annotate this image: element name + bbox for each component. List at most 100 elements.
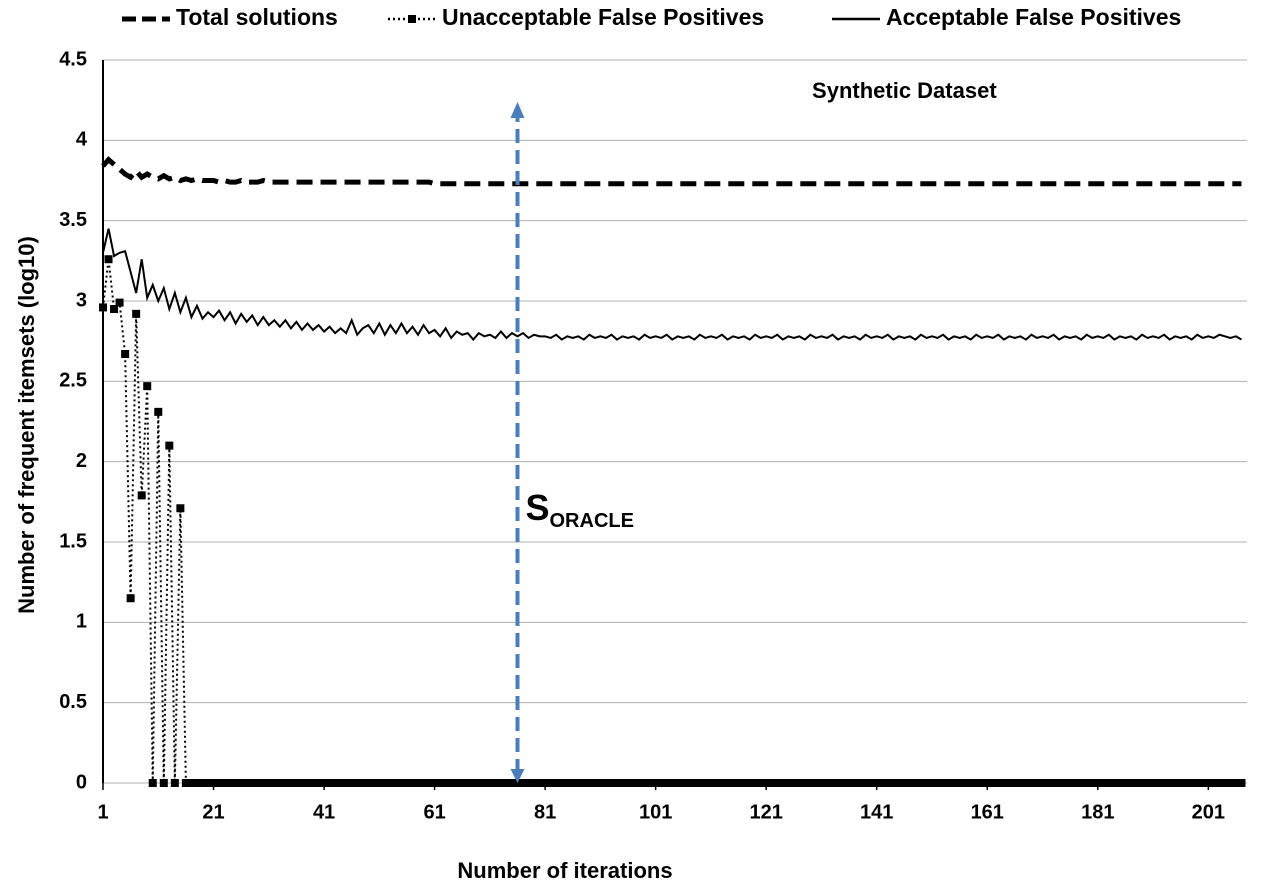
y-tick-label: 3	[76, 289, 87, 311]
marker	[192, 779, 201, 787]
marker	[546, 779, 555, 787]
marker	[314, 779, 323, 787]
marker	[485, 779, 494, 787]
marker	[795, 779, 804, 787]
marker	[226, 779, 235, 787]
x-tick-label: 141	[860, 801, 893, 823]
marker	[1099, 779, 1108, 787]
marker	[1187, 779, 1196, 787]
marker	[430, 779, 439, 787]
marker	[1126, 779, 1135, 787]
marker	[181, 779, 190, 787]
marker	[955, 779, 964, 787]
marker	[1032, 779, 1041, 787]
marker	[552, 779, 561, 787]
marker	[778, 779, 787, 787]
y-tick-label: 1.5	[59, 530, 87, 552]
marker	[132, 309, 141, 318]
marker	[1005, 779, 1014, 787]
marker	[253, 779, 262, 787]
marker	[607, 779, 616, 787]
marker	[701, 779, 710, 787]
x-tick-label: 121	[750, 801, 783, 823]
marker	[773, 779, 782, 787]
marker	[883, 779, 892, 787]
marker	[159, 779, 168, 787]
marker	[447, 779, 456, 787]
marker	[983, 779, 992, 787]
marker	[961, 779, 970, 787]
marker	[121, 350, 130, 359]
marker	[1137, 779, 1146, 787]
marker	[684, 779, 693, 787]
marker	[187, 779, 196, 787]
marker	[198, 779, 207, 787]
marker	[1121, 779, 1130, 787]
marker	[331, 779, 340, 787]
marker	[286, 779, 295, 787]
marker	[1016, 779, 1025, 787]
marker	[999, 779, 1008, 787]
x-tick-label: 21	[202, 801, 224, 823]
marker	[872, 779, 881, 787]
marker	[530, 779, 539, 787]
marker	[1093, 779, 1102, 787]
marker	[933, 779, 942, 787]
marker	[927, 779, 936, 787]
marker	[601, 779, 610, 787]
marker	[950, 779, 959, 787]
y-tick-label: 0.5	[59, 691, 87, 713]
marker	[1115, 779, 1124, 787]
marker	[668, 779, 677, 787]
marker	[1160, 779, 1169, 787]
marker	[275, 779, 284, 787]
marker	[452, 779, 461, 787]
y-tick-label: 2	[76, 450, 87, 472]
marker	[1077, 779, 1086, 787]
x-tick-label: 201	[1192, 801, 1225, 823]
x-tick-label: 61	[423, 801, 445, 823]
marker	[541, 779, 550, 787]
marker	[342, 779, 351, 787]
marker	[988, 779, 997, 787]
marker	[679, 779, 688, 787]
marker	[1176, 779, 1185, 787]
marker	[502, 779, 511, 787]
marker	[651, 779, 660, 787]
marker	[972, 779, 981, 787]
marker	[1231, 779, 1240, 787]
marker	[850, 779, 859, 787]
marker	[994, 779, 1003, 787]
marker	[624, 779, 633, 787]
marker	[822, 779, 831, 787]
marker	[729, 779, 738, 787]
marker	[524, 779, 533, 787]
marker	[441, 779, 450, 787]
marker	[458, 779, 467, 787]
marker	[944, 779, 953, 787]
marker	[817, 779, 826, 787]
marker	[380, 779, 389, 787]
y-tick-label: 4.5	[59, 48, 87, 70]
marker	[563, 779, 572, 787]
legend-marker	[408, 15, 416, 23]
marker	[1237, 779, 1246, 787]
marker	[579, 779, 588, 787]
marker	[176, 504, 185, 513]
marker	[811, 779, 820, 787]
marker	[939, 779, 948, 787]
marker	[1027, 779, 1036, 787]
marker	[845, 779, 854, 787]
marker	[242, 779, 251, 787]
marker	[507, 779, 516, 787]
marker	[264, 779, 273, 787]
y-axis-label: Number of frequent itemsets (log10)	[14, 236, 39, 614]
marker	[1088, 779, 1097, 787]
marker	[1060, 779, 1069, 787]
marker	[762, 779, 771, 787]
marker	[408, 779, 417, 787]
x-axis-label: Number of iterations	[457, 858, 672, 883]
marker	[309, 779, 318, 787]
